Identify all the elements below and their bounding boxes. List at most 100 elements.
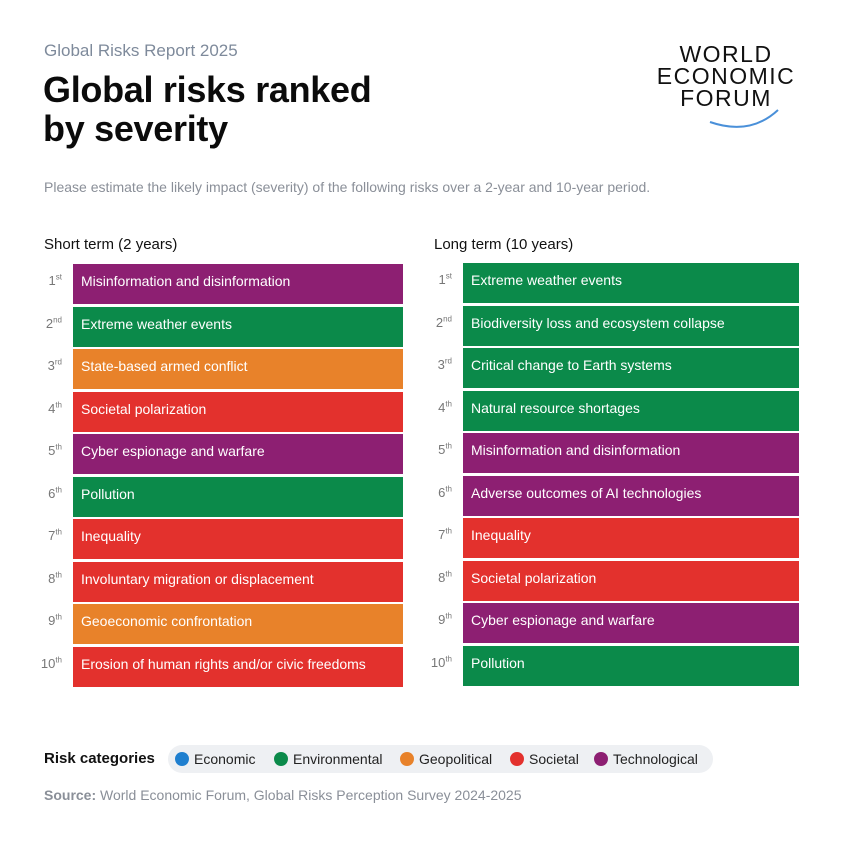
- rank-suffix: th: [55, 612, 62, 622]
- rank-suffix: rd: [54, 357, 62, 367]
- risk-bar: Pollution: [463, 645, 799, 686]
- rank-suffix: st: [445, 271, 452, 281]
- rank-number: 9: [438, 612, 446, 627]
- page-title: Global risks ranked by severity: [43, 70, 423, 148]
- rank-label: 3rd: [422, 357, 452, 372]
- legend-item-label: Economic: [194, 751, 256, 767]
- rank-label: 5th: [32, 443, 62, 458]
- rank-suffix: th: [55, 570, 62, 580]
- risk-bar: Geoeconomic confrontation: [73, 604, 403, 644]
- risk-bar: Pollution: [73, 476, 403, 517]
- logo-line-1: WORLD: [679, 41, 773, 67]
- rank-label: 9th: [32, 613, 62, 628]
- rank-suffix: th: [55, 442, 62, 452]
- rank-label: 8th: [32, 571, 62, 586]
- risk-bar: Erosion of human rights and/or civic fre…: [73, 646, 403, 687]
- risk-bar: Extreme weather events: [73, 306, 403, 347]
- rank-suffix: th: [445, 611, 452, 621]
- rank-label: 2nd: [422, 315, 452, 330]
- legend-dot-icon: [274, 752, 288, 766]
- rank-label: 6th: [422, 485, 452, 500]
- legend-item-label: Geopolitical: [419, 751, 493, 767]
- rank-number: 7: [48, 528, 56, 543]
- rank-suffix: th: [445, 526, 452, 536]
- rank-suffix: th: [445, 399, 452, 409]
- report-title: Global Risks Report 2025: [44, 41, 238, 60]
- risk-bar: Involuntary migration or displacement: [73, 561, 403, 602]
- risk-bar: Misinformation and disinformation: [73, 264, 403, 304]
- risk-bar: Extreme weather events: [463, 263, 799, 303]
- rank-label: 1st: [422, 272, 452, 287]
- rank-number: 8: [438, 569, 446, 585]
- risk-bar: Natural resource shortages: [463, 390, 799, 431]
- rank-suffix: th: [55, 400, 62, 410]
- legend-dot-icon: [400, 752, 414, 766]
- legend-item: Societal: [510, 751, 579, 767]
- rank-suffix: th: [445, 484, 452, 494]
- wef-logo: WORLD ECONOMIC FORUM: [640, 38, 820, 133]
- rank-suffix: th: [445, 654, 452, 664]
- rank-suffix: th: [55, 655, 62, 665]
- legend-dot-icon: [175, 752, 189, 766]
- rank-number: 5: [48, 443, 56, 458]
- risk-bar: State-based armed conflict: [73, 349, 403, 389]
- legend-item-label: Technological: [613, 751, 698, 767]
- rank-number: 2: [435, 314, 444, 330]
- page-title-line-2: by severity: [43, 108, 228, 149]
- legend-item-label: Societal: [529, 751, 579, 767]
- rank-number: 3: [47, 358, 55, 373]
- risk-bar: Inequality: [73, 519, 403, 559]
- rank-label: 4th: [32, 401, 62, 416]
- rank-label: 2nd: [32, 316, 62, 331]
- subtitle: Please estimate the likely impact (sever…: [44, 179, 651, 195]
- logo-arc-icon: [709, 109, 779, 128]
- risk-bar: Misinformation and disinformation: [463, 433, 799, 473]
- rank-suffix: nd: [443, 314, 452, 324]
- rank-number: 1: [438, 272, 446, 287]
- legend-item: Environmental: [274, 751, 383, 767]
- rank-number: 4: [48, 400, 56, 416]
- rank-number: 5: [438, 442, 446, 457]
- rank-suffix: th: [445, 441, 452, 451]
- rank-number: 10: [40, 655, 56, 671]
- rank-number: 9: [48, 613, 56, 628]
- rank-number: 6: [48, 485, 56, 501]
- short-term-column-title: Short term (2 years): [44, 236, 178, 253]
- risk-bar: Societal polarization: [463, 560, 799, 601]
- legend-dot-icon: [594, 752, 608, 766]
- risk-bar: Adverse outcomes of AI technologies: [463, 475, 799, 516]
- rank-number: 3: [437, 357, 445, 372]
- legend-label: Risk categories: [44, 750, 155, 767]
- rank-label: 7th: [32, 528, 62, 543]
- rank-label: 5th: [422, 442, 452, 457]
- rank-suffix: th: [445, 569, 452, 579]
- legend-item: Economic: [175, 751, 255, 767]
- legend-item: Technological: [594, 751, 698, 767]
- rank-label: 10th: [32, 656, 62, 671]
- page-title-line-1: Global risks ranked: [43, 69, 372, 110]
- legend-item-label: Environmental: [293, 751, 383, 767]
- legend-container: [168, 745, 713, 773]
- rank-number: 10: [430, 654, 446, 670]
- rank-label: 8th: [422, 570, 452, 585]
- rank-number: 4: [438, 399, 446, 415]
- risk-bar: Cyber espionage and warfare: [73, 434, 403, 474]
- logo-line-3: FORUM: [680, 85, 772, 111]
- rank-number: 7: [438, 527, 446, 542]
- rank-number: 6: [438, 484, 446, 500]
- rank-label: 9th: [422, 612, 452, 627]
- risk-bar: Societal polarization: [73, 391, 403, 432]
- rank-suffix: rd: [444, 356, 452, 366]
- rank-number: 2: [45, 315, 54, 331]
- rank-label: 4th: [422, 400, 452, 415]
- source-text: World Economic Forum, Global Risks Perce…: [100, 787, 522, 803]
- legend-dot-icon: [510, 752, 524, 766]
- logo-line-2: ECONOMIC: [656, 63, 796, 89]
- rank-number: 1: [48, 273, 56, 288]
- rank-label: 7th: [422, 527, 452, 542]
- long-term-column-title: Long term (10 years): [434, 236, 574, 253]
- rank-suffix: st: [55, 272, 62, 282]
- source-note: Source: World Economic Forum, Global Ris…: [44, 787, 522, 803]
- risk-bar: Inequality: [463, 518, 799, 558]
- risk-bar: Cyber espionage and warfare: [463, 603, 799, 643]
